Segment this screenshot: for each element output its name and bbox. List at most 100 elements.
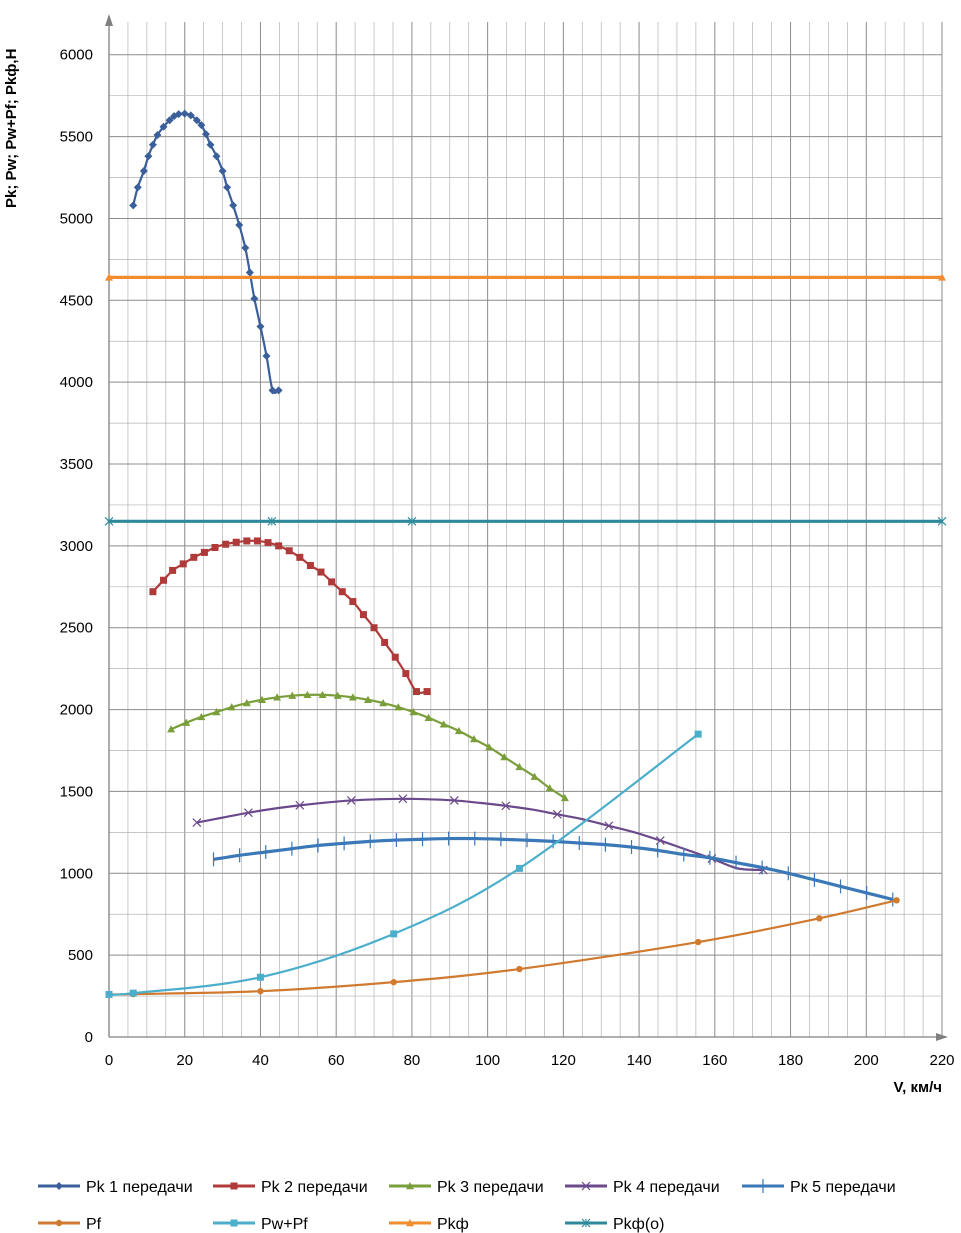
series-line [108,899,897,996]
data-point [581,1218,591,1228]
x-tick-label: 80 [404,1052,421,1069]
data-point [253,537,261,545]
data-point [406,1219,414,1227]
y-tick-label: 6000 [60,47,93,64]
x-tick-label: 160 [702,1052,727,1069]
legend-label: Pkф [437,1216,469,1233]
data-point [317,568,325,576]
x-axis-label: V, км/ч [894,1079,942,1096]
data-point [256,973,264,981]
data-point [229,201,238,210]
data-point [218,166,227,175]
data-point [245,268,254,277]
data-point [359,611,367,619]
data-point [454,726,463,735]
series-4 [192,794,768,875]
data-point [423,688,431,696]
data-point [655,836,665,845]
data-point [470,735,479,743]
data-point [262,351,271,360]
data-point [552,809,562,819]
data-point [186,111,195,120]
tick-labels: 0 20 40 60 80 100 120 140 160 180 200 220 0 500 1000 15… [60,47,955,1069]
data-point [105,273,113,281]
y-tick-label: 1500 [60,783,93,800]
y-tick-label: 5000 [60,210,93,227]
data-point [55,1219,63,1227]
series-7 [105,730,702,998]
data-point [694,730,702,738]
series-1 [129,109,283,395]
grid [109,22,943,1037]
legend-item: Pf [38,1216,102,1233]
data-point [222,540,230,548]
x-tick-label: 180 [778,1052,803,1069]
data-point [348,693,357,701]
data-point [485,743,494,751]
x-axis-arrow [936,1033,948,1041]
data-point [267,516,277,526]
data-point [515,762,524,771]
data-point [295,800,305,810]
legend-label: Pw+Pf [261,1216,308,1233]
y-tick-label: 4000 [60,374,93,391]
data-point [227,703,236,711]
legend-label: Pk 3 передачи [437,1179,544,1196]
data-point [274,386,283,395]
data-point [363,695,372,703]
data-point [105,990,113,998]
x-tick-label: 0 [105,1052,113,1069]
series-9 [104,516,947,526]
legend-item: Pk 4 передачи [565,1179,720,1196]
data-point [500,753,509,761]
data-point [243,537,251,545]
data-point [390,930,398,938]
x-tick-label: 140 [627,1052,652,1069]
data-point [285,547,293,555]
data-point [190,553,198,561]
legend-label: Pk 2 передачи [261,1179,368,1196]
data-point [424,713,433,721]
legend-label: Pk 4 передачи [613,1179,720,1196]
data-point [180,109,189,118]
data-point [201,130,210,139]
x-tick-label: 200 [854,1052,879,1069]
data-point [409,708,418,716]
data-point [212,708,221,716]
data-point [133,183,142,192]
data-point [318,690,327,699]
data-point [192,116,201,125]
series-group [104,109,947,998]
data-point [381,638,389,646]
data-point [169,566,177,574]
x-tick-label: 60 [328,1052,345,1069]
legend-item: Pkф(o) [565,1216,664,1233]
legend-item: Pw+Pf [213,1216,308,1233]
series-3 [167,690,569,802]
data-point [407,516,417,526]
data-point [206,140,215,149]
y-tick-label: 500 [68,947,93,964]
legend-item: Pk 2 передачи [213,1179,368,1196]
data-point [159,122,168,131]
data-point [449,796,459,805]
data-point [398,794,408,804]
data-point [328,578,336,586]
data-point [129,201,138,210]
x-tick-label: 120 [551,1052,576,1069]
data-point [816,915,823,922]
data-point [273,693,282,701]
series-8 [105,273,946,281]
data-point [165,116,174,125]
data-point [406,1182,414,1190]
data-point [197,121,206,130]
data-point [333,691,342,699]
data-point [306,562,314,570]
y-axis-label: Pk; Pw; Pw+Pf; Pkф,Н [3,49,20,208]
data-point [223,183,232,192]
y-tick-label: 3500 [60,456,93,473]
data-point [242,699,251,707]
data-point [55,1182,63,1190]
y-tick-label: 5500 [60,129,93,146]
data-point [379,699,388,707]
